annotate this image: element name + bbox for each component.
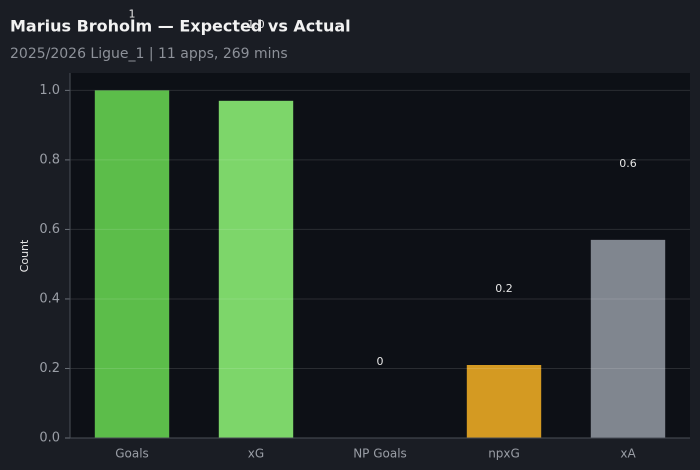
value-label: 1.0 (247, 18, 265, 31)
value-label: 0 (377, 355, 384, 368)
y-tick-label: 1.0 (39, 83, 60, 98)
value-label: 0.6 (619, 157, 637, 170)
chart-title: Marius Broholm — Expected vs Actual (10, 17, 351, 36)
chart-subtitle: 2025/2026 Ligue_1 | 11 apps, 269 mins (10, 46, 288, 62)
y-axis-label: Count (18, 239, 31, 272)
x-tick-label: xA (620, 447, 636, 461)
y-tick-label: 0.4 (39, 291, 60, 306)
bar (218, 100, 294, 439)
x-tick-label: npxG (488, 447, 520, 461)
x-tick-label: Goals (115, 447, 149, 461)
bar (466, 365, 542, 438)
y-tick-label: 0.8 (39, 152, 60, 167)
x-tick-label: xG (248, 447, 264, 461)
value-label: 1 (129, 7, 136, 20)
bar (94, 90, 170, 438)
y-tick-label: 0.0 (39, 431, 60, 446)
plot-area (70, 73, 690, 438)
x-tick-label: NP Goals (353, 447, 407, 461)
y-tick-label: 0.6 (39, 222, 60, 237)
y-tick-label: 0.2 (39, 361, 60, 376)
value-label: 0.2 (495, 282, 513, 295)
bar (590, 239, 666, 438)
